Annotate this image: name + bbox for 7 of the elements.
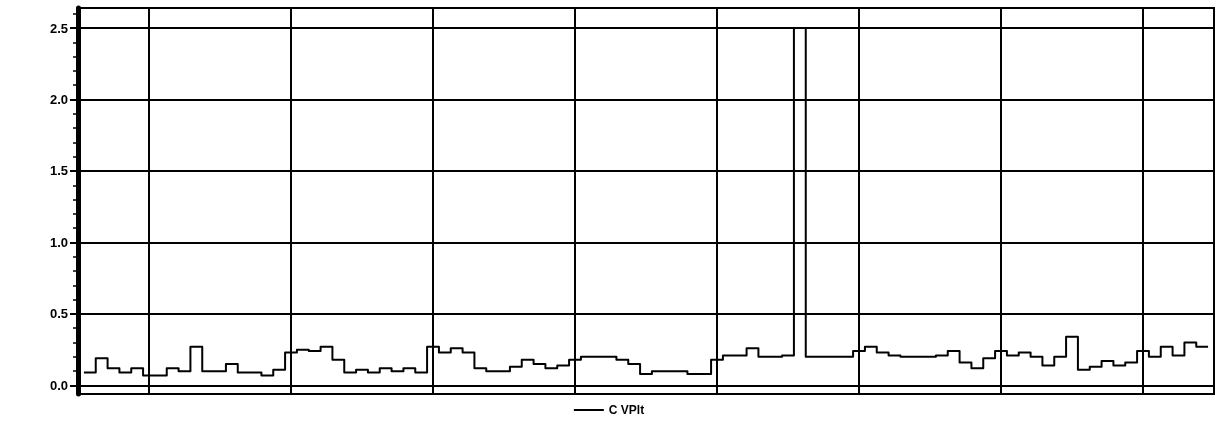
y-tick-label: 1.0 xyxy=(49,234,68,250)
y-tick-label: 2.5 xyxy=(49,20,68,36)
y-tick-label: 2.0 xyxy=(49,92,68,107)
legend-label: C VPlt xyxy=(608,403,645,417)
y-tick-label: 0.0 xyxy=(49,377,68,393)
y-tick-label: 0.5 xyxy=(49,306,68,322)
y-tick-label: 1.5 xyxy=(49,163,68,179)
